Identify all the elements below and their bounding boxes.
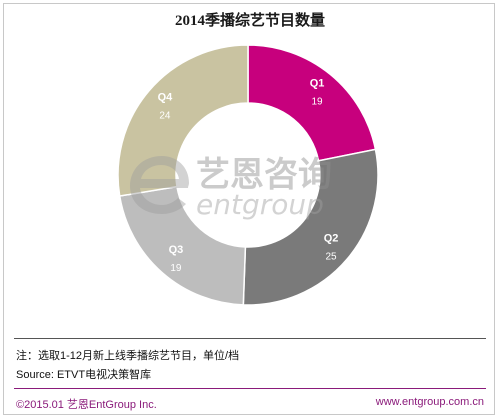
slice-value-q1: 19 bbox=[311, 97, 323, 108]
chart-title: 2014季播综艺节目数量 bbox=[174, 13, 325, 29]
slice-label-q2: Q2 bbox=[324, 233, 339, 245]
source-line: Source: ETVT电视决策智库 bbox=[16, 369, 152, 381]
watermark-e-icon bbox=[130, 156, 189, 214]
slice-value-q4: 24 bbox=[159, 110, 171, 121]
slice-label-q1: Q1 bbox=[310, 78, 325, 90]
slice-label-q4: Q4 bbox=[158, 91, 174, 103]
donut-chart: 艺恩咨询 entgroup Q1 19 Q2 25 Q3 19 Q4 24 bbox=[117, 44, 379, 306]
note-line: 注：选取1-12月新上线季播综艺节目，单位/档 bbox=[16, 350, 240, 362]
watermark-cn: 艺恩咨询 bbox=[196, 155, 332, 195]
footer-divider bbox=[14, 388, 486, 389]
slice-value-q3: 19 bbox=[170, 263, 182, 274]
slice-q4 bbox=[117, 44, 249, 197]
watermark-en: entgroup bbox=[196, 188, 324, 221]
watermark-logo: 艺恩咨询 entgroup bbox=[130, 155, 332, 221]
slice-q1 bbox=[247, 44, 377, 162]
slice-q3 bbox=[118, 185, 247, 306]
notes-divider bbox=[14, 338, 486, 339]
slice-value-q2: 25 bbox=[326, 252, 338, 263]
copyright: ©2015.01 艺恩EntGroup Inc. bbox=[16, 399, 157, 411]
website-link[interactable]: www.entgroup.com.cn bbox=[375, 396, 484, 408]
slice-q2 bbox=[242, 148, 379, 306]
slice-label-q3: Q3 bbox=[169, 244, 184, 256]
